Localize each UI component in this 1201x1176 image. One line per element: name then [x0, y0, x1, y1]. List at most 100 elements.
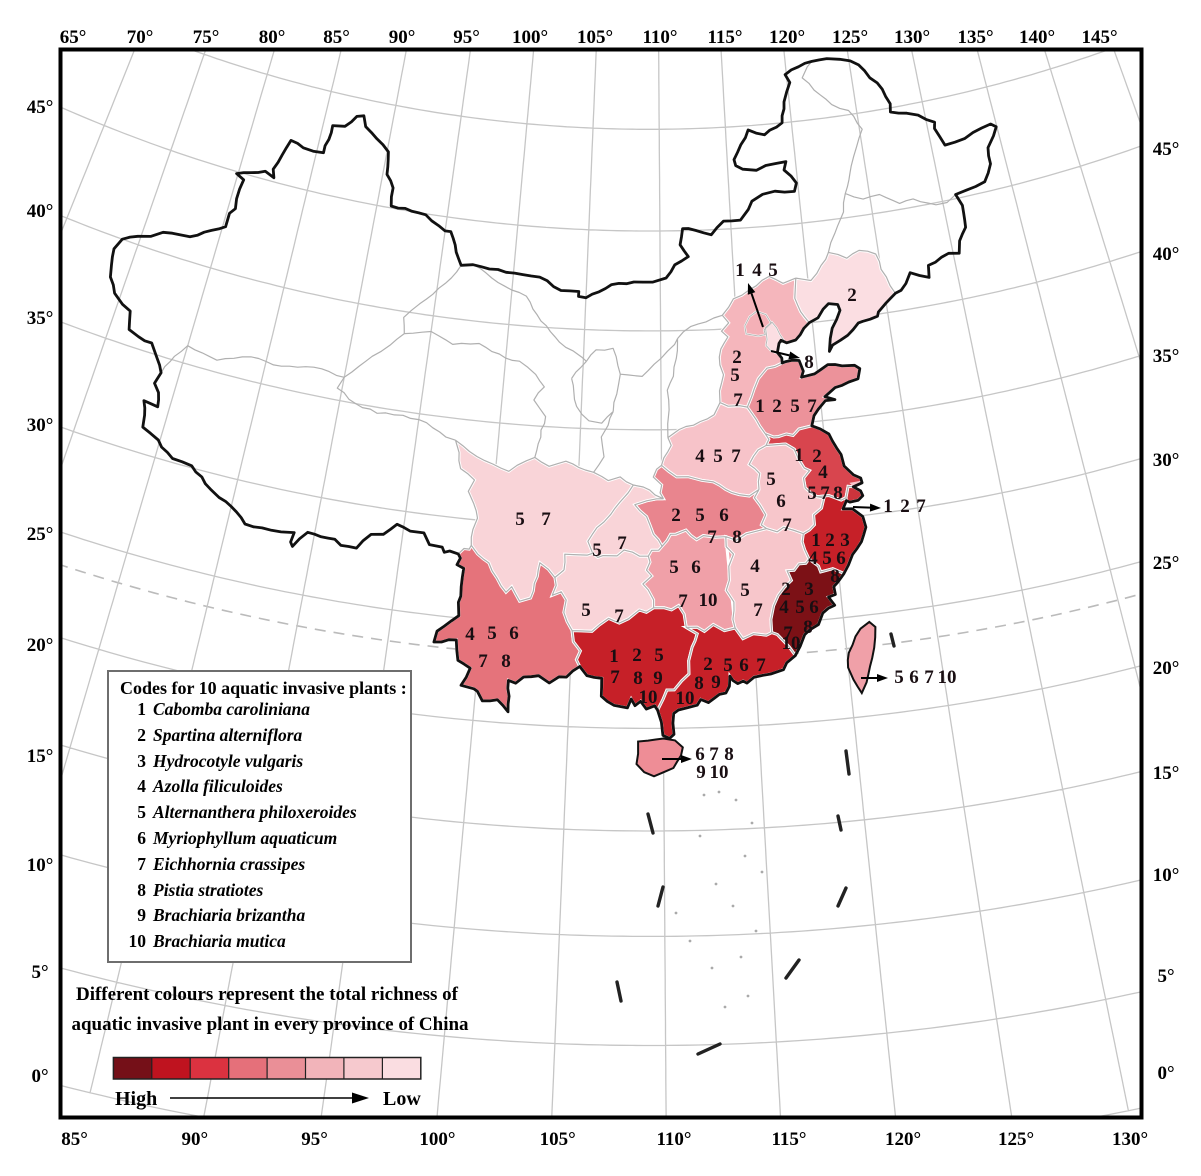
svg-text:4: 4 — [137, 776, 146, 796]
svg-text:6: 6 — [719, 505, 729, 526]
svg-text:5: 5 — [768, 260, 778, 281]
svg-text:45°: 45° — [1153, 139, 1180, 160]
svg-text:10°: 10° — [27, 855, 54, 876]
svg-text:95°: 95° — [453, 27, 480, 48]
svg-text:105°: 105° — [577, 27, 613, 48]
svg-text:35°: 35° — [1153, 346, 1180, 367]
svg-text:1: 1 — [137, 699, 146, 719]
svg-text:5: 5 — [790, 396, 800, 417]
svg-text:7: 7 — [756, 655, 766, 676]
svg-text:Hydrocotyle vulgaris: Hydrocotyle vulgaris — [152, 751, 303, 771]
svg-text:6: 6 — [509, 623, 519, 644]
svg-text:5: 5 — [795, 597, 805, 618]
svg-text:5: 5 — [713, 446, 723, 467]
svg-text:1: 1 — [794, 445, 804, 466]
svg-text:9: 9 — [711, 672, 721, 693]
svg-text:8: 8 — [803, 617, 813, 638]
svg-text:5: 5 — [740, 580, 750, 601]
svg-text:15°: 15° — [1153, 763, 1180, 784]
svg-text:7: 7 — [916, 496, 926, 517]
svg-text:90°: 90° — [181, 1129, 208, 1150]
svg-text:9: 9 — [696, 762, 706, 783]
svg-text:10: 10 — [639, 687, 658, 708]
svg-text:5: 5 — [766, 469, 776, 490]
svg-text:130°: 130° — [1112, 1129, 1148, 1150]
svg-text:115°: 115° — [707, 27, 742, 48]
svg-text:5: 5 — [487, 623, 497, 644]
svg-text:5: 5 — [807, 483, 817, 504]
svg-text:Brachiaria brizantha: Brachiaria brizantha — [152, 905, 305, 925]
svg-text:1: 1 — [609, 646, 619, 667]
svg-text:1: 1 — [883, 496, 893, 517]
svg-text:7: 7 — [137, 854, 146, 874]
svg-text:10: 10 — [676, 688, 695, 709]
svg-text:Brachiaria mutica: Brachiaria mutica — [152, 931, 286, 951]
svg-text:30°: 30° — [1153, 450, 1180, 471]
svg-text:2: 2 — [781, 579, 791, 600]
svg-text:Pistia stratiotes: Pistia stratiotes — [152, 880, 264, 900]
svg-text:10°: 10° — [1153, 865, 1180, 886]
svg-text:5: 5 — [592, 540, 602, 561]
svg-text:20°: 20° — [1153, 658, 1180, 679]
svg-text:6: 6 — [739, 655, 749, 676]
svg-text:10: 10 — [129, 931, 147, 951]
svg-text:3: 3 — [804, 579, 814, 600]
svg-text:120°: 120° — [769, 27, 805, 48]
svg-text:4: 4 — [808, 548, 818, 569]
svg-text:3: 3 — [840, 530, 850, 551]
svg-text:7: 7 — [478, 651, 488, 672]
svg-text:8: 8 — [724, 744, 734, 765]
svg-text:5: 5 — [894, 667, 904, 688]
svg-text:4: 4 — [695, 446, 705, 467]
svg-text:40°: 40° — [27, 201, 54, 222]
svg-text:6: 6 — [691, 557, 701, 578]
svg-text:6: 6 — [836, 548, 846, 569]
svg-text:145°: 145° — [1081, 27, 1117, 48]
svg-text:5: 5 — [581, 600, 591, 621]
svg-text:8: 8 — [694, 673, 704, 694]
svg-text:4: 4 — [818, 462, 828, 483]
svg-text:7: 7 — [678, 591, 688, 612]
svg-text:6: 6 — [695, 744, 705, 765]
svg-text:9: 9 — [137, 905, 146, 925]
svg-text:Alternanthera philoxeroides: Alternanthera philoxeroides — [152, 802, 357, 822]
svg-text:7: 7 — [782, 515, 792, 536]
svg-text:45°: 45° — [27, 97, 54, 118]
svg-text:Eichhornia crassipes: Eichhornia crassipes — [152, 854, 305, 874]
svg-text:7: 7 — [707, 527, 717, 548]
svg-text:7: 7 — [783, 623, 793, 644]
svg-text:85°: 85° — [61, 1129, 88, 1150]
svg-text:5°: 5° — [1157, 966, 1174, 987]
svg-text:5: 5 — [822, 548, 832, 569]
svg-text:2: 2 — [732, 347, 742, 368]
svg-text:Cabomba caroliniana: Cabomba caroliniana — [153, 699, 310, 719]
svg-text:4: 4 — [752, 260, 762, 281]
svg-text:10: 10 — [710, 762, 729, 783]
svg-text:100°: 100° — [419, 1129, 455, 1150]
svg-text:9: 9 — [653, 668, 663, 689]
svg-text:Low: Low — [383, 1088, 421, 1110]
svg-text:115°: 115° — [771, 1129, 806, 1150]
svg-text:2: 2 — [671, 505, 681, 526]
svg-text:3: 3 — [137, 751, 146, 771]
svg-text:2: 2 — [847, 285, 857, 306]
svg-text:30°: 30° — [27, 415, 54, 436]
svg-text:100°: 100° — [512, 27, 548, 48]
svg-text:90°: 90° — [389, 27, 416, 48]
svg-text:5: 5 — [654, 645, 664, 666]
svg-text:25°: 25° — [1153, 553, 1180, 574]
svg-text:4: 4 — [465, 624, 475, 645]
svg-text:1: 1 — [735, 260, 745, 281]
svg-text:10: 10 — [782, 633, 801, 654]
svg-text:130°: 130° — [894, 27, 930, 48]
svg-text:2: 2 — [900, 496, 910, 517]
svg-text:Azolla filiculoides: Azolla filiculoides — [152, 776, 283, 796]
svg-text:High: High — [115, 1088, 157, 1110]
svg-text:1: 1 — [755, 396, 765, 417]
svg-text:5: 5 — [669, 557, 679, 578]
svg-text:7: 7 — [610, 667, 620, 688]
svg-text:8: 8 — [830, 566, 840, 587]
svg-text:7: 7 — [541, 509, 551, 530]
svg-text:2: 2 — [137, 725, 146, 745]
svg-text:0°: 0° — [31, 1066, 48, 1087]
